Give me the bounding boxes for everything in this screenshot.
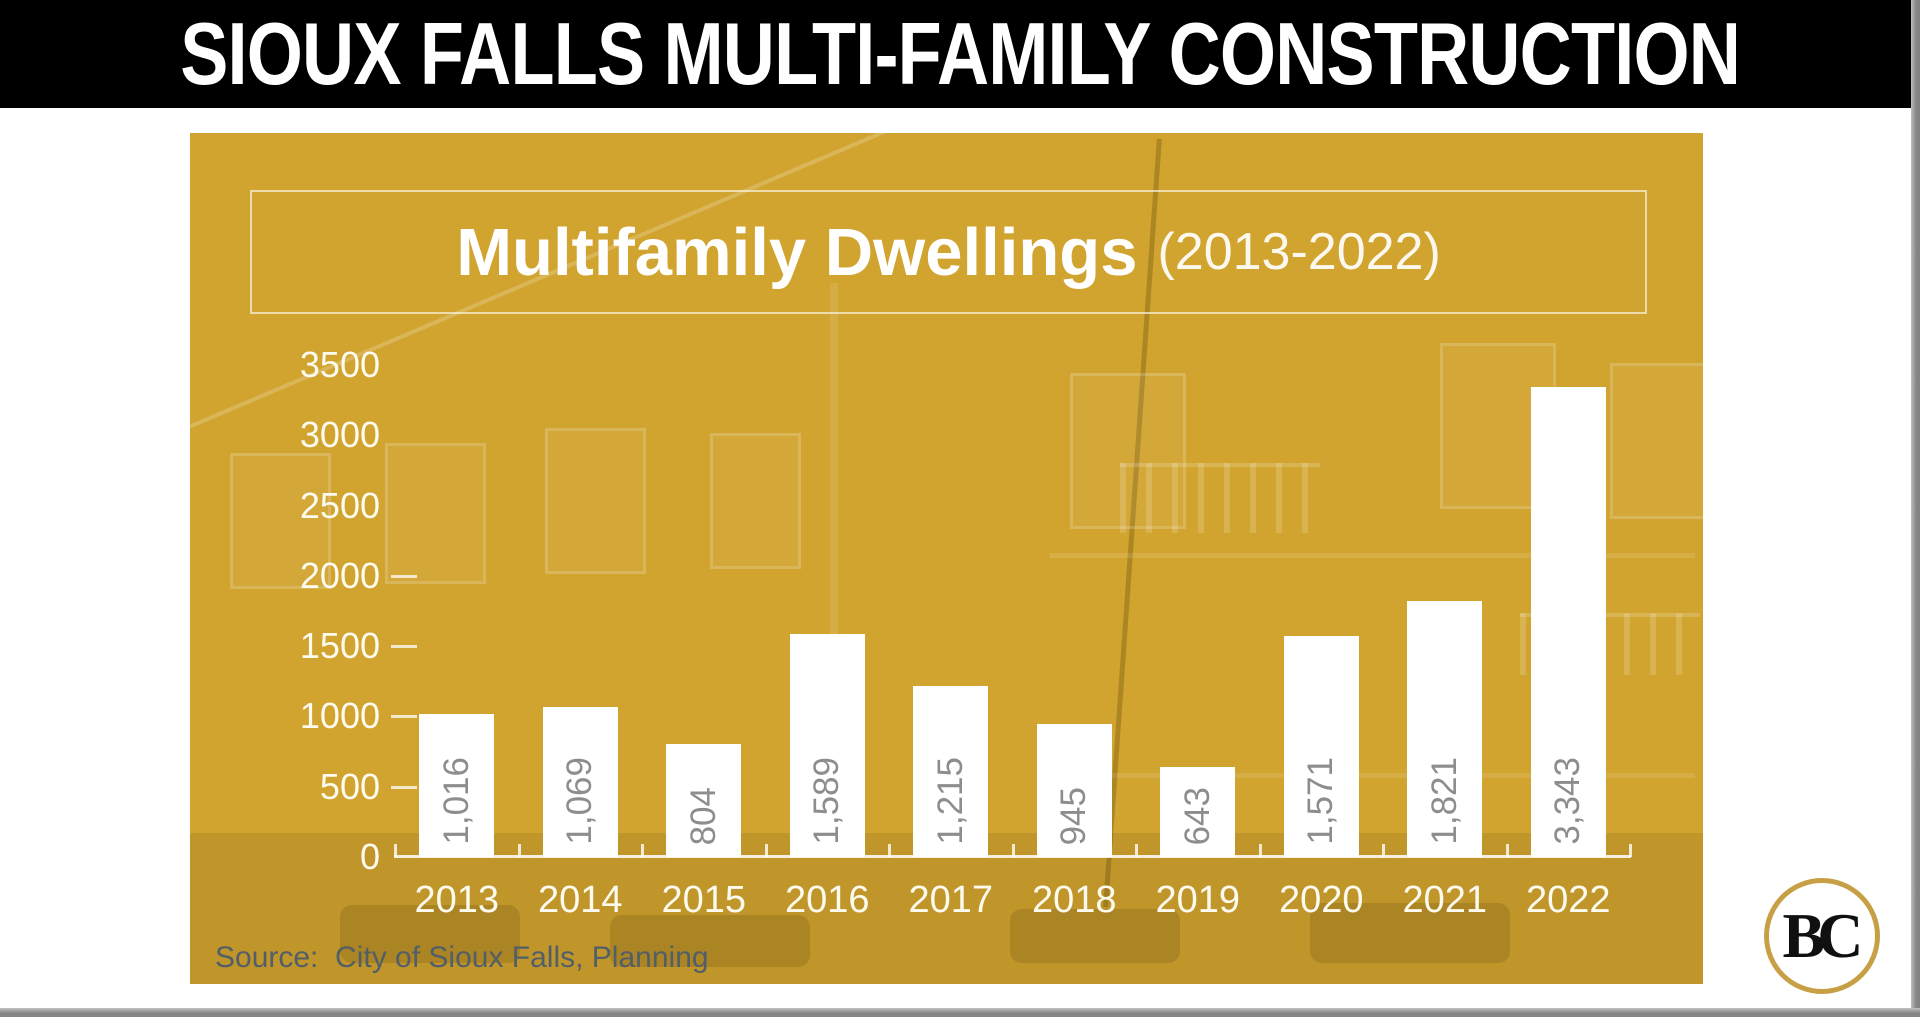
x-axis-label-2020: 2020 <box>1278 879 1364 921</box>
bar-2017: 1,215 <box>913 686 989 857</box>
x-axis-label-2022: 2022 <box>1525 879 1611 921</box>
x-axis-tick <box>1135 844 1138 857</box>
y-axis-label-3500: 3500 <box>299 344 380 385</box>
source-note: Source: City of Sioux Falls, Planning <box>215 941 709 974</box>
x-axis-tick <box>1629 844 1632 857</box>
bar-2020: 1,571 <box>1283 636 1359 857</box>
bar-value-2015: 804 <box>683 786 723 845</box>
x-axis-label-2015: 2015 <box>661 879 747 921</box>
bar-value-2013: 1,016 <box>436 757 476 845</box>
chart-panel: Multifamily Dwellings (2013-2022) 0 500 10… <box>190 133 1703 984</box>
bar-value-2021: 1,821 <box>1424 757 1464 845</box>
x-axis-label-2014: 2014 <box>537 879 623 921</box>
y-axis-label-2500: 2500 <box>299 484 380 526</box>
bar-chart: 0 500 1000 1500 2000 2500 3000 3500 1,016 2013 1,0… <box>190 133 1703 984</box>
chart-title: Multifamily Dwellings <box>456 214 1138 290</box>
x-axis-tick <box>1011 844 1015 857</box>
bar-value-2018: 945 <box>1054 786 1094 845</box>
y-axis-label-500: 500 <box>319 765 380 807</box>
y-axis-label-1000: 1000 <box>299 695 380 737</box>
y-axis-tick-1000 <box>391 715 417 719</box>
x-axis-tick <box>1505 844 1509 857</box>
x-axis-tick <box>764 844 768 857</box>
x-axis-label-2021: 2021 <box>1402 879 1488 921</box>
bar-value-2017: 1,215 <box>930 757 970 845</box>
bar-2015: 804 <box>666 743 742 857</box>
x-axis-tick <box>1258 844 1262 857</box>
bar-2018: 945 <box>1036 724 1112 857</box>
x-axis-tick <box>394 844 397 857</box>
bar-2013: 1,016 <box>419 714 495 857</box>
x-axis-label-2013: 2013 <box>414 879 500 921</box>
chart-subtitle: (2013-2022) <box>1157 223 1441 281</box>
bar-2016: 1,589 <box>789 633 865 857</box>
bar-value-2016: 1,589 <box>807 757 847 845</box>
bar-2021: 1,821 <box>1407 601 1483 857</box>
chart-title-box: Multifamily Dwellings (2013-2022) <box>250 190 1647 314</box>
bar-2019: 643 <box>1160 766 1236 857</box>
bar-value-2014: 1,069 <box>560 757 600 845</box>
x-axis-tick <box>888 844 891 857</box>
y-axis-label-3000: 3000 <box>299 414 380 456</box>
x-axis-label-2016: 2016 <box>784 879 870 921</box>
bc-logo-text: BC <box>1782 900 1864 971</box>
y-axis-label-0: 0 <box>359 836 380 877</box>
y-axis-tick-1500 <box>391 645 417 649</box>
y-axis-label-2000: 2000 <box>299 554 380 596</box>
header-banner: SIOUX FALLS MULTI-FAMILY CONSTRUCTION <box>0 0 1920 108</box>
bar-2014: 1,069 <box>542 706 618 857</box>
bar-value-2022: 3,343 <box>1548 757 1588 845</box>
x-axis-tick <box>517 844 521 857</box>
screen-edge-bottom <box>0 1008 1920 1017</box>
x-axis-tick <box>1382 844 1385 857</box>
bar-value-2020: 1,571 <box>1301 757 1341 845</box>
bar-value-2019: 643 <box>1177 786 1217 845</box>
y-axis-tick-500 <box>391 785 417 789</box>
header-title: SIOUX FALLS MULTI-FAMILY CONSTRUCTION <box>180 4 1741 103</box>
x-axis-tick <box>641 844 644 857</box>
x-axis-label-2017: 2017 <box>908 879 994 921</box>
y-axis-label-1500: 1500 <box>299 625 380 667</box>
y-axis-tick-2000 <box>391 574 417 578</box>
x-axis-label-2018: 2018 <box>1031 879 1117 921</box>
screen-edge-right <box>1911 0 1920 1017</box>
x-axis-label-2019: 2019 <box>1155 879 1241 921</box>
bc-logo: BC <box>1764 878 1880 994</box>
bar-2022: 3,343 <box>1530 387 1606 857</box>
